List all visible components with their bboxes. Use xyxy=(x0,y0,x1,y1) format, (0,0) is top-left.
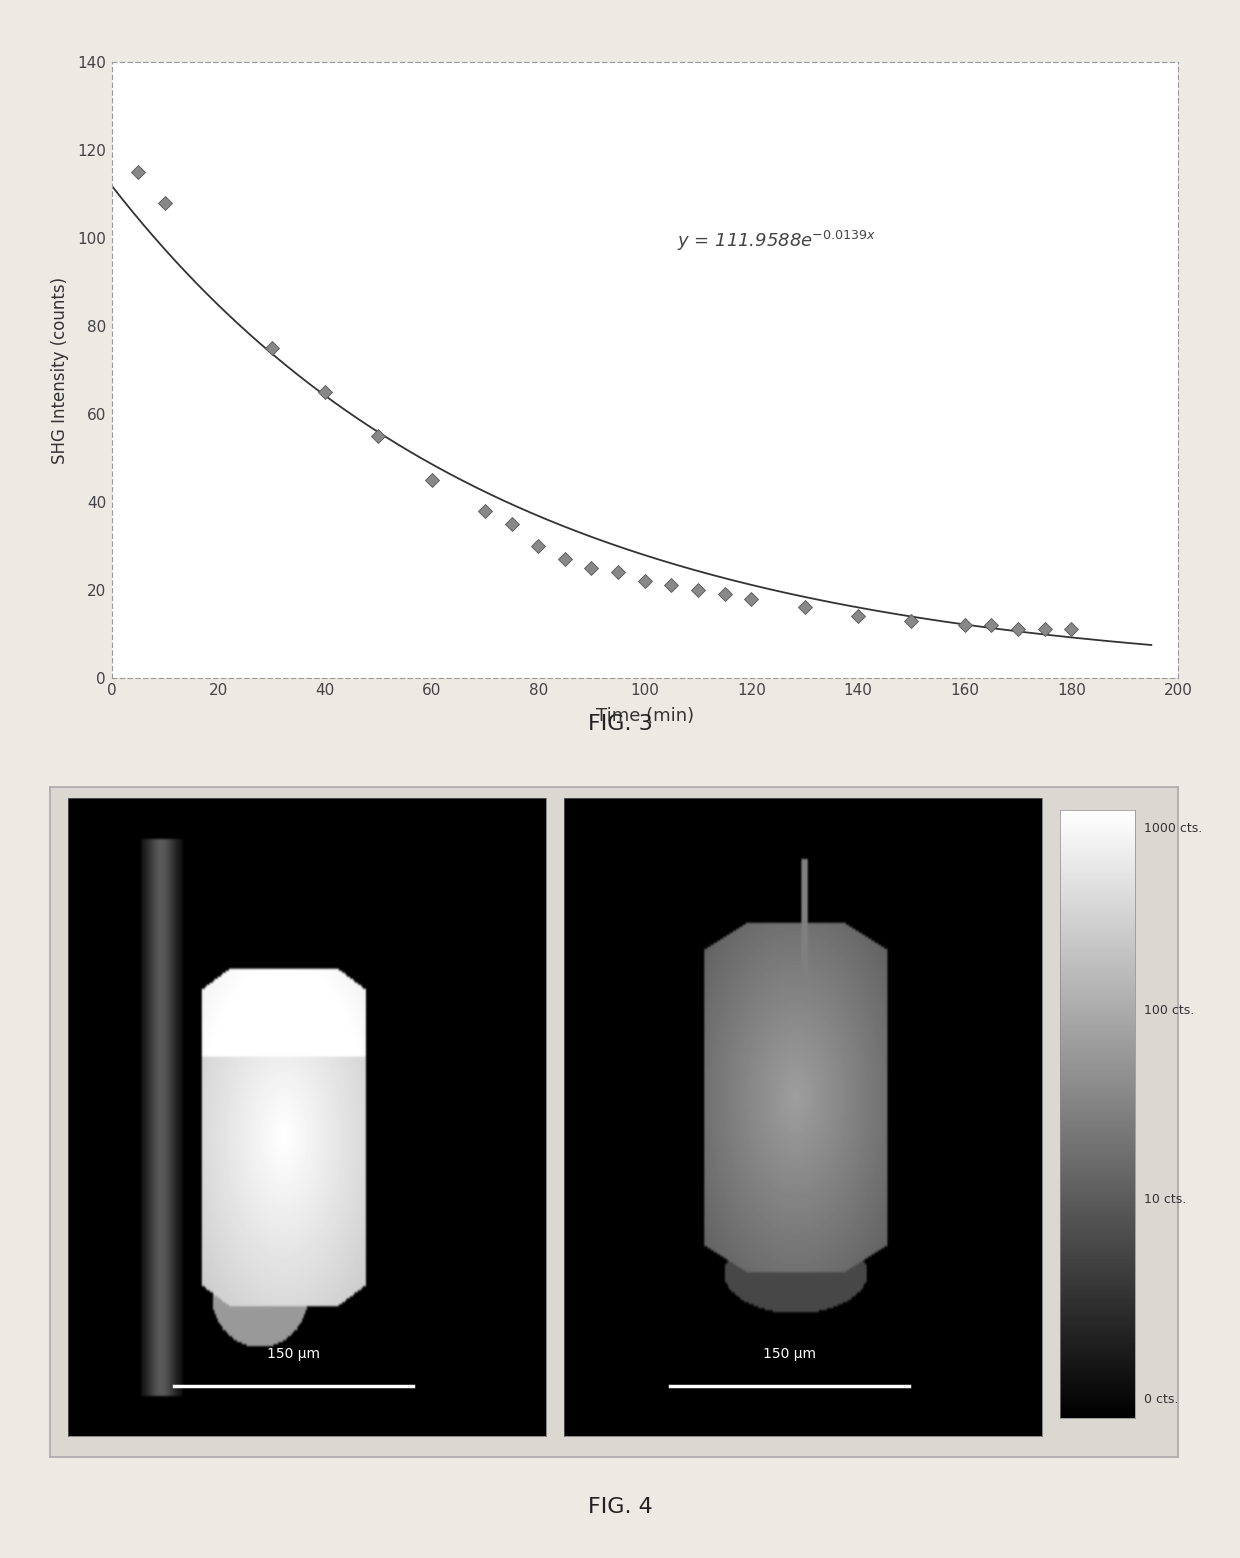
Text: 150 μm: 150 μm xyxy=(267,1346,320,1360)
Text: 1000 cts.: 1000 cts. xyxy=(1143,823,1202,835)
Text: 10 cts.: 10 cts. xyxy=(1143,1192,1185,1206)
Text: 100 cts.: 100 cts. xyxy=(1143,1005,1194,1017)
Y-axis label: SHG Intensity (counts): SHG Intensity (counts) xyxy=(51,276,69,464)
Text: FIG. 3: FIG. 3 xyxy=(588,715,652,734)
Text: y = 111.9588e$^{-0.0139x}$: y = 111.9588e$^{-0.0139x}$ xyxy=(677,229,875,252)
Text: 0 cts.: 0 cts. xyxy=(1143,1393,1178,1405)
X-axis label: Time (min): Time (min) xyxy=(595,707,694,724)
Text: 150 μm: 150 μm xyxy=(763,1346,816,1360)
Text: FIG. 4: FIG. 4 xyxy=(588,1497,652,1516)
